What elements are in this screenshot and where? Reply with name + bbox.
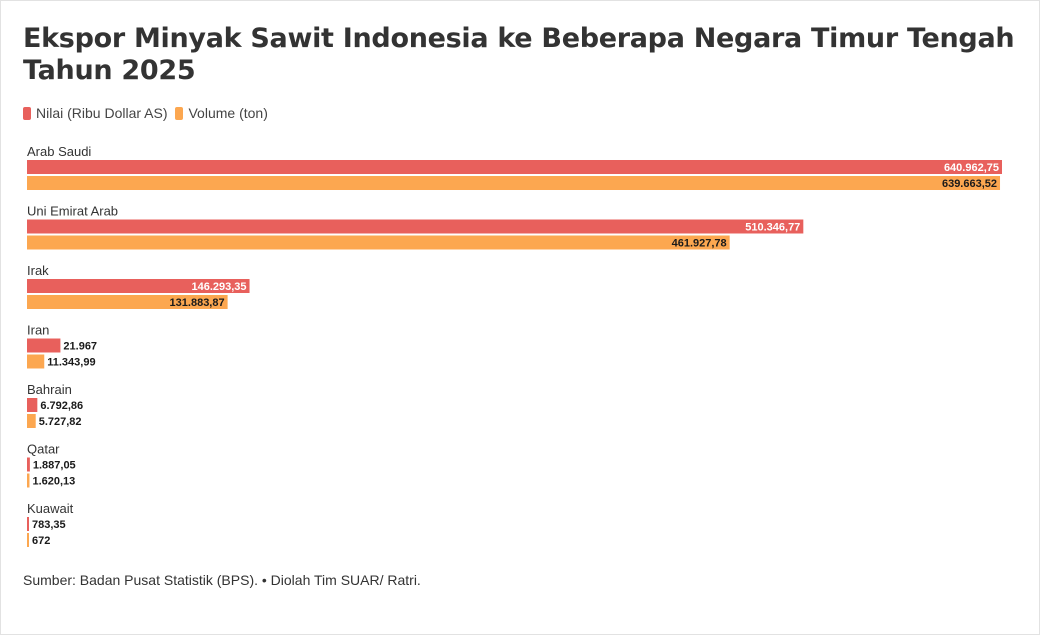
bar-nilai-kuawait[interactable] bbox=[27, 517, 29, 531]
legend-item-volume[interactable]: Volume (ton) bbox=[175, 105, 268, 121]
category-label: Arab Saudi bbox=[27, 144, 91, 159]
bar-volume-qatar[interactable] bbox=[27, 473, 30, 488]
legend-label-nilai: Nilai (Ribu Dollar AS) bbox=[36, 105, 168, 121]
category-group-irak: Irak 146.293,35 131.883,87 bbox=[27, 263, 250, 309]
bar-nilai-iran[interactable] bbox=[27, 338, 61, 353]
value-label: 11.343,99 bbox=[47, 357, 95, 369]
value-label: 21.967 bbox=[63, 341, 97, 353]
value-label: 1.620,13 bbox=[32, 476, 75, 488]
category-group-bahrain: Bahrain 6.792,86 5.727,82 bbox=[27, 382, 83, 428]
value-label: 510.346,77 bbox=[745, 222, 800, 234]
bar-chart: Arab Saudi 640.962,75 639.663,52 Uni Emirat… bbox=[27, 144, 1002, 547]
chart-title: Ekspor Minyak Sawit Indonesia ke Beberap… bbox=[23, 23, 1015, 86]
category-label: Bahrain bbox=[27, 382, 72, 397]
category-group-uni-emirat-arab: Uni Emirat Arab 510.346,77 461.927,78 bbox=[27, 204, 804, 250]
category-label: Irak bbox=[27, 263, 49, 278]
category-label: Iran bbox=[27, 323, 49, 338]
source-note: Sumber: Badan Pusat Statistik (BPS). • D… bbox=[23, 572, 421, 588]
bar-volume-iran[interactable] bbox=[27, 354, 45, 369]
value-label: 639.663,52 bbox=[942, 178, 997, 190]
bar-volume-bahrain[interactable] bbox=[27, 414, 36, 428]
bar-nilai-bahrain[interactable] bbox=[27, 398, 38, 412]
category-group-iran: Iran 21.967 11.343,99 bbox=[27, 323, 97, 369]
bar-nilai-uni-emirat-arab[interactable] bbox=[27, 219, 804, 234]
category-label: Uni Emirat Arab bbox=[27, 204, 118, 219]
value-label: 1.887,05 bbox=[33, 460, 76, 472]
value-label: 5.727,82 bbox=[39, 416, 82, 428]
bar-nilai-arab-saudi[interactable] bbox=[27, 160, 1002, 174]
legend: Nilai (Ribu Dollar AS) Volume (ton) bbox=[23, 105, 276, 121]
value-label: 672 bbox=[32, 535, 50, 547]
category-group-qatar: Qatar 1.887,05 1.620,13 bbox=[27, 442, 76, 488]
legend-label-volume: Volume (ton) bbox=[188, 105, 268, 121]
category-group-kuawait: Kuawait 783,35 672 bbox=[27, 501, 74, 547]
value-label: 461.927,78 bbox=[672, 238, 727, 250]
legend-swatch-volume bbox=[175, 106, 184, 120]
value-label: 6.792,86 bbox=[40, 400, 83, 412]
legend-swatch-nilai bbox=[23, 106, 31, 120]
value-label: 131.883,87 bbox=[170, 297, 225, 309]
category-group-arab-saudi: Arab Saudi 640.962,75 639.663,52 bbox=[27, 144, 1002, 190]
bar-nilai-irak[interactable] bbox=[27, 279, 250, 293]
value-label: 640.962,75 bbox=[944, 162, 999, 174]
bar-volume-kuawait[interactable] bbox=[27, 533, 29, 547]
bar-volume-irak[interactable] bbox=[27, 295, 228, 309]
bar-volume-uni-emirat-arab[interactable] bbox=[27, 235, 730, 250]
category-label: Qatar bbox=[27, 442, 60, 457]
category-label: Kuawait bbox=[27, 501, 74, 516]
value-label: 146.293,35 bbox=[191, 281, 246, 293]
bar-nilai-qatar[interactable] bbox=[27, 457, 30, 472]
bar-volume-arab-saudi[interactable] bbox=[27, 176, 1001, 190]
legend-item-nilai[interactable]: Nilai (Ribu Dollar AS) bbox=[23, 105, 167, 121]
value-label: 783,35 bbox=[32, 519, 66, 531]
